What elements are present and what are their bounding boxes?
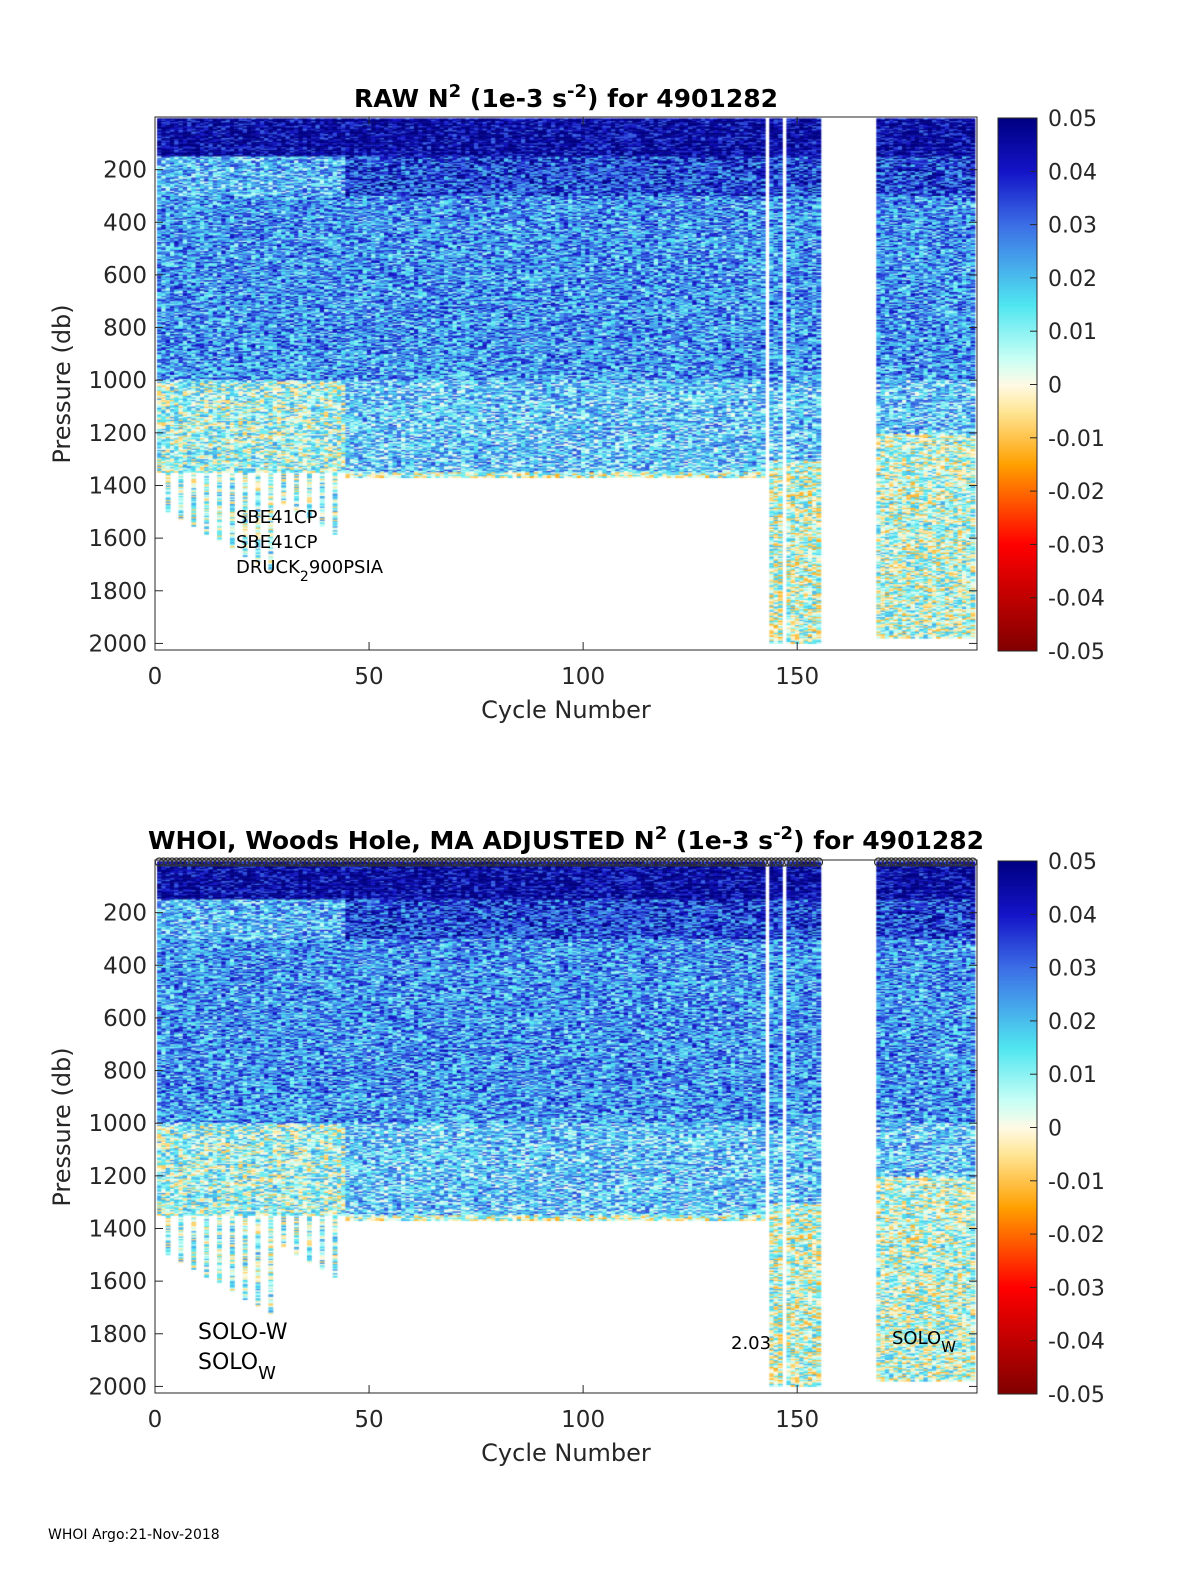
y-axis-label-adjusted: Pressure (db) xyxy=(48,1047,76,1206)
annotation-pressure-sensor: DRUCK2900PSIA xyxy=(236,557,384,585)
colorbar-tick-label: -0.05 xyxy=(1048,1383,1105,1408)
colorbar-tick-label: 0.04 xyxy=(1048,903,1097,928)
raw-n2-heatmap xyxy=(155,117,977,650)
y-tick-label: 200 xyxy=(103,158,147,184)
colorbar-tick-label: 0.03 xyxy=(1048,957,1097,982)
y-tick-label: 400 xyxy=(103,953,147,979)
x-tick-label: 100 xyxy=(561,664,605,690)
x-tick-label: 150 xyxy=(775,1407,819,1433)
y-tick-label: 1800 xyxy=(88,579,147,605)
surface-marker xyxy=(813,857,824,867)
colorbar-tick-label: -0.04 xyxy=(1048,587,1105,612)
annotation-version: 2.03 xyxy=(731,1333,771,1354)
y-tick-label: 200 xyxy=(103,901,147,927)
colorbar-tick-label: 0.04 xyxy=(1048,160,1097,185)
colorbar-tick-label: 0.05 xyxy=(1048,850,1097,875)
x-axis-label-raw: Cycle Number xyxy=(481,696,651,724)
y-tick-label: 400 xyxy=(103,210,147,236)
plot-frame xyxy=(154,859,978,1394)
annotation-float-type: SOLO-W xyxy=(198,1320,288,1345)
y-axis-label-raw: Pressure (db) xyxy=(48,304,76,463)
y-tick-label: 1200 xyxy=(88,1164,147,1190)
y-tick-label: 1800 xyxy=(88,1322,147,1348)
footer-credit: WHOI Argo:21-Nov-2018 xyxy=(48,1527,220,1543)
y-tick-label: 600 xyxy=(103,1006,147,1032)
colorbar-tick-label: 0.01 xyxy=(1048,1063,1097,1088)
colorbar-tick-label: -0.03 xyxy=(1048,533,1105,558)
surface-marker xyxy=(809,857,819,867)
colorbar-tick-label: 0.02 xyxy=(1048,1010,1097,1035)
colorbar-tick-label: 0.05 xyxy=(1048,107,1097,132)
x-tick-label: 0 xyxy=(148,1407,163,1433)
colorbar-tick-label: -0.04 xyxy=(1048,1330,1105,1355)
x-axis-label-adjusted: Cycle Number xyxy=(481,1439,651,1467)
y-tick-label: 800 xyxy=(103,316,147,342)
x-tick-label: 150 xyxy=(775,664,819,690)
colorbar-tick-label: -0.02 xyxy=(1048,480,1105,505)
x-tick-label: 50 xyxy=(354,664,383,690)
adjusted-n2-heatmap xyxy=(155,860,977,1393)
x-tick-label: 0 xyxy=(148,664,163,690)
colorbar-tick-label: 0 xyxy=(1048,1117,1062,1142)
y-tick-label: 2000 xyxy=(88,631,147,657)
y-tick-label: 600 xyxy=(103,263,147,289)
annotation-float-model-right: SOLOW xyxy=(892,1328,956,1356)
y-tick-label: 2000 xyxy=(88,1374,147,1400)
surface-marker xyxy=(968,857,978,867)
chart-title-adjusted: WHOI, Woods Hole, MA ADJUSTED N2 (1e-3 s… xyxy=(148,823,984,855)
surface-marker xyxy=(963,857,974,867)
y-tick-label: 1600 xyxy=(88,1269,147,1295)
y-tick-label: 800 xyxy=(103,1059,147,1085)
chart-title-raw: RAW N2 (1e-3 s-2) for 4901282 xyxy=(354,81,778,113)
colorbar-tick-label: 0 xyxy=(1048,374,1062,399)
annotation-sensor-2: SBE41CP xyxy=(236,532,318,553)
colorbar-tick-label: -0.05 xyxy=(1048,640,1105,665)
y-tick-label: 1200 xyxy=(88,421,147,447)
y-tick-label: 1000 xyxy=(88,1111,147,1137)
colorbar-tick-label: -0.02 xyxy=(1048,1223,1105,1248)
x-tick-label: 50 xyxy=(354,1407,383,1433)
colorbar-tick-label: -0.01 xyxy=(1048,1170,1105,1195)
colorbar-tick-label: 0.02 xyxy=(1048,267,1097,292)
colorbar-tick-label: 0.03 xyxy=(1048,214,1097,239)
y-tick-label: 1000 xyxy=(88,368,147,394)
y-tick-label: 1400 xyxy=(88,473,147,499)
colorbar-tick-label: -0.03 xyxy=(1048,1276,1105,1301)
colorbar-tick-label: 0.01 xyxy=(1048,320,1097,345)
annotation-float-model: SOLOW xyxy=(198,1350,276,1384)
colorbar-tick-label: -0.01 xyxy=(1048,427,1105,452)
y-tick-label: 1400 xyxy=(88,1216,147,1242)
annotation-sensor-1: SBE41CP xyxy=(236,507,318,528)
y-tick-label: 1600 xyxy=(88,526,147,552)
x-tick-label: 100 xyxy=(561,1407,605,1433)
plot-frame xyxy=(154,116,978,651)
